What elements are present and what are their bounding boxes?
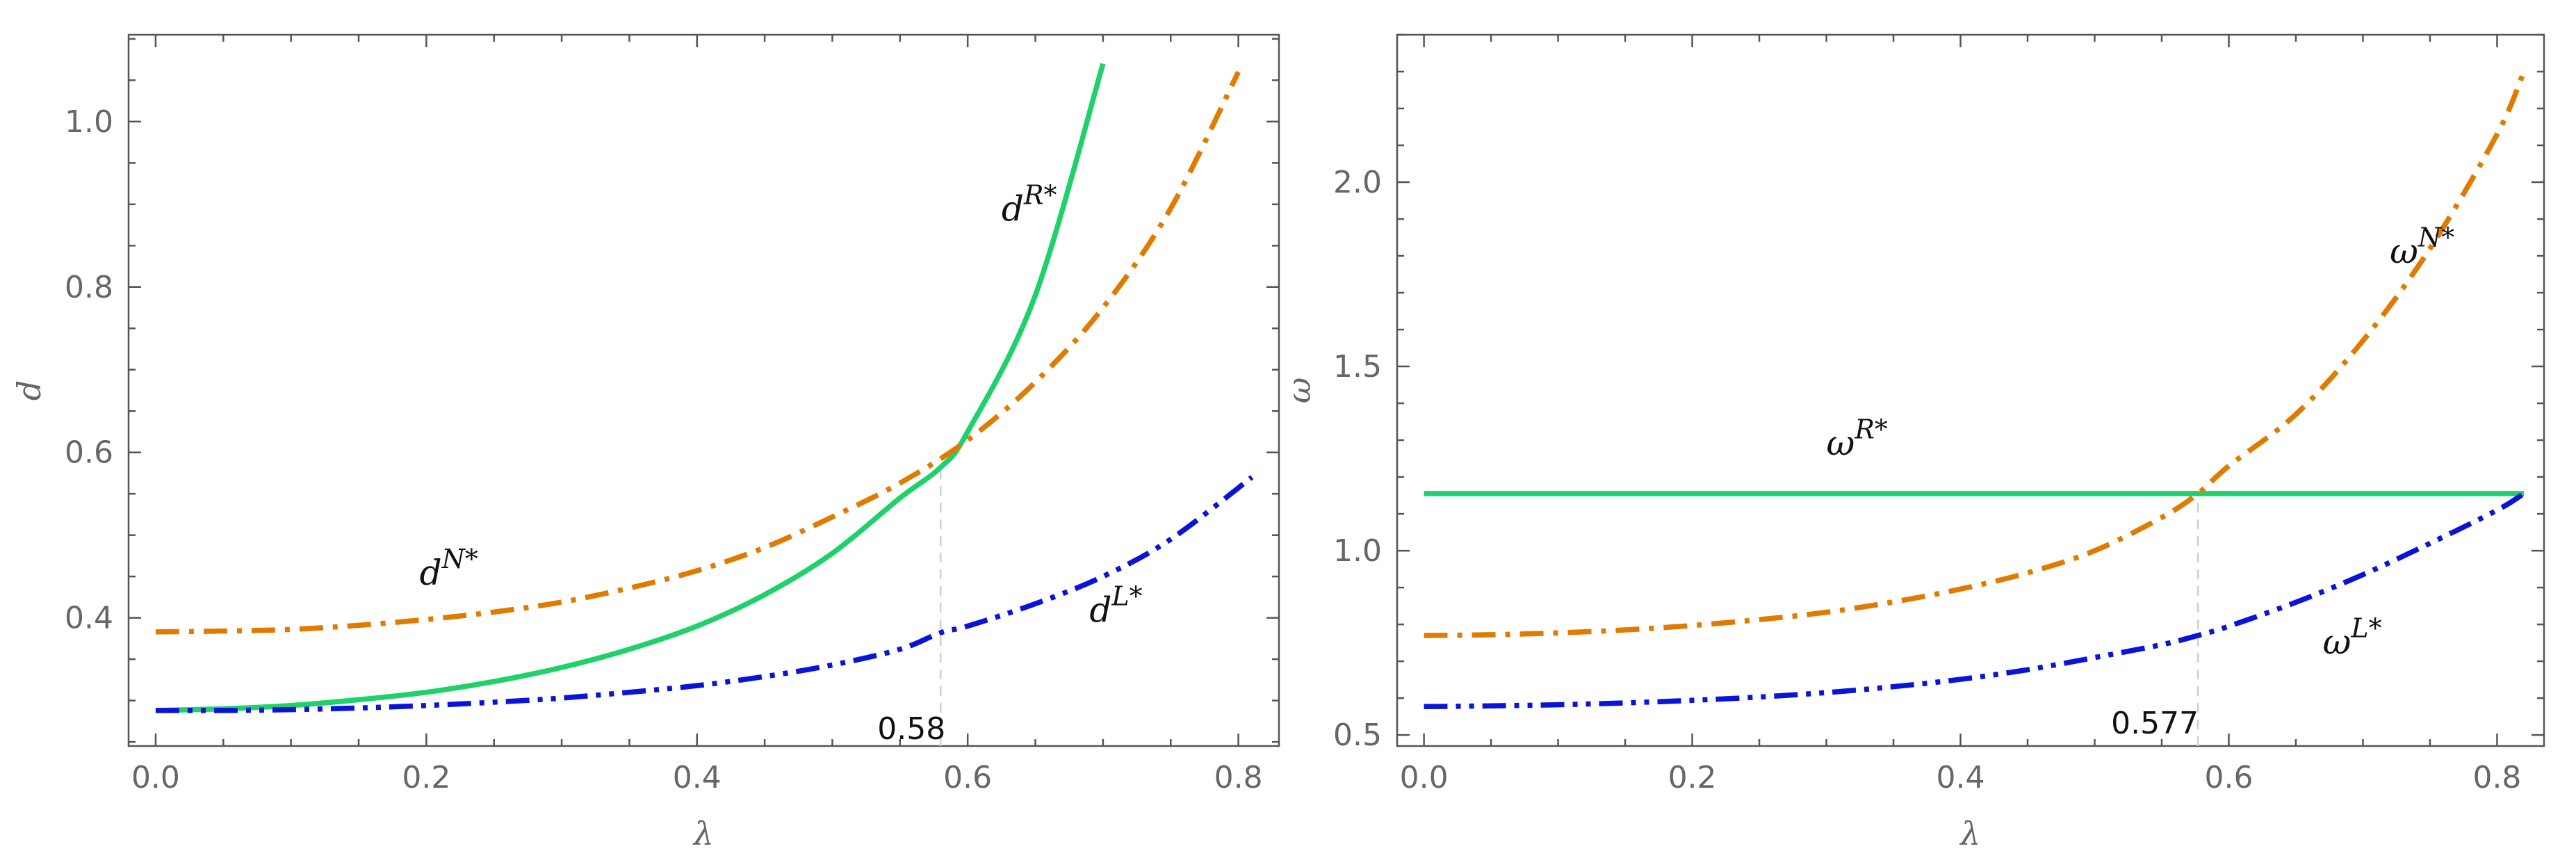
x-tick-label: 0.4 xyxy=(1937,760,1985,795)
x-axis-label: λ xyxy=(1959,815,1980,852)
y-tick-label: 1.5 xyxy=(1333,349,1382,384)
x-tick-label: 0.0 xyxy=(131,760,180,795)
x-axis-label: λ xyxy=(692,815,714,852)
x-tick-label: 0.2 xyxy=(402,760,450,795)
x-tick-label: 0.6 xyxy=(943,760,992,795)
plot-frame xyxy=(127,33,1280,747)
curve-label: dN* xyxy=(420,544,478,593)
series-line-l xyxy=(1424,491,2526,710)
series-line-dr xyxy=(155,63,1106,713)
y-tick-label: 0.4 xyxy=(65,601,113,636)
x-tick-label: 0.0 xyxy=(1400,760,1449,795)
y-tick-label: 0.5 xyxy=(1333,718,1382,753)
x-tick-label: 0.2 xyxy=(1668,760,1717,795)
plot-frame xyxy=(1396,33,2545,747)
x-tick-label: 0.8 xyxy=(2472,760,2521,795)
x-tick-label: 0.4 xyxy=(673,760,722,795)
series-line-n xyxy=(1424,70,2527,638)
curve-label: ωN* xyxy=(2390,222,2454,272)
series-line-dn xyxy=(155,70,1241,635)
chart-panel-left: 0.0 0.2 0.4 0.6 0.8 0.4 0.6 0.8 1.0 λ d 0.58 dR* dN* d… xyxy=(10,33,1280,852)
y-tick-label: 1.0 xyxy=(65,104,113,140)
chart-panel-right: 0.0 0.2 0.4 0.6 0.8 0.5 1.0 1.5 2.0 λ ω 0.577 ωR* ωN*… xyxy=(1280,33,2545,852)
y-tick-label: 1.0 xyxy=(1333,533,1382,569)
x-tick-label: 0.6 xyxy=(2204,760,2253,795)
curve-label: dL* xyxy=(1089,581,1142,631)
curve-label: dR* xyxy=(1002,180,1057,229)
y-tick-label: 2.0 xyxy=(1333,165,1382,200)
y-tick-label: 0.8 xyxy=(65,270,113,305)
curve-label: ωL* xyxy=(2323,613,2382,662)
curve-label: ωR* xyxy=(1827,414,1888,463)
x-tick-label: 0.8 xyxy=(1214,760,1263,795)
y-axis-label: d xyxy=(10,380,48,400)
marker-value-label: 0.577 xyxy=(2111,706,2199,741)
y-tick-label: 0.6 xyxy=(65,435,113,471)
series-line-dl xyxy=(155,475,1254,713)
y-axis-label: ω xyxy=(1280,378,1318,404)
marker-value-label: 0.58 xyxy=(877,711,945,747)
